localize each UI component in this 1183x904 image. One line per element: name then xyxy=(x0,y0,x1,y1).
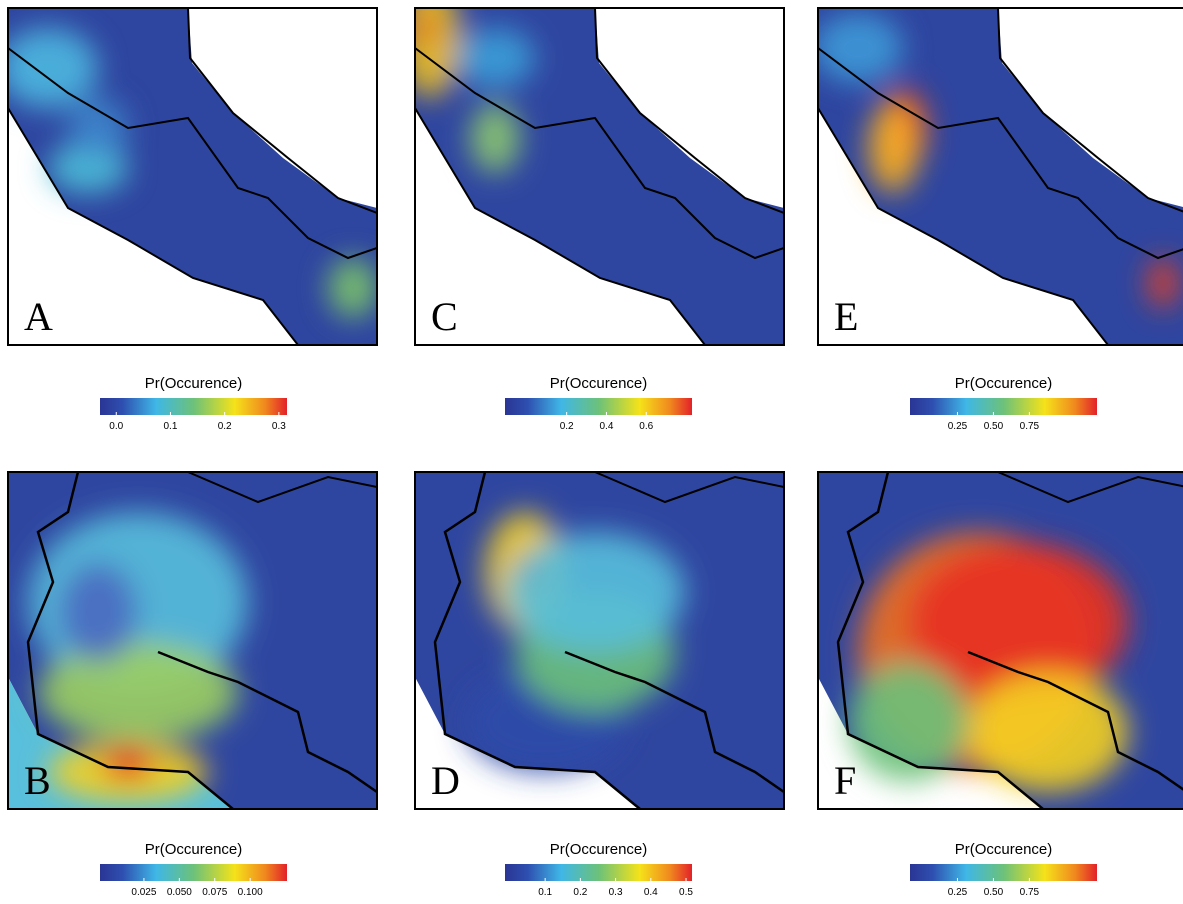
colorbar-tick-label: 0.100 xyxy=(238,887,263,898)
colorbar-tick-label: 0.5 xyxy=(679,887,693,898)
figure: A Pr(Occurence) 0.0 0.1 0.2 0.3 C Pr(Occurence)… xyxy=(0,0,1183,904)
panel-label: F xyxy=(834,758,856,803)
surface-blob xyxy=(470,103,520,173)
colorbar-title: Pr(Occurence) xyxy=(550,841,648,858)
colorbar-title: Pr(Occurence) xyxy=(550,375,648,392)
colorbar-title: Pr(Occurence) xyxy=(955,841,1053,858)
colorbar-tick-label: 0.50 xyxy=(984,421,1004,432)
colorbar xyxy=(100,864,287,881)
colorbar-tick-label: 0.4 xyxy=(644,887,658,898)
surface-blob xyxy=(0,28,98,108)
colorbar-title: Pr(Occurence) xyxy=(145,841,243,858)
panel-label: A xyxy=(24,294,53,339)
colorbar-tick-label: 0.2 xyxy=(573,887,587,898)
surface-blob xyxy=(1148,258,1178,308)
surface-blob xyxy=(455,28,535,88)
map-panel: A xyxy=(0,8,378,345)
colorbar-tick-label: 0.75 xyxy=(1020,421,1040,432)
map-panel: D xyxy=(415,472,784,809)
colorbar-tick-label: 0.2 xyxy=(218,421,232,432)
colorbar xyxy=(100,398,287,415)
colorbar-tick-label: 0.3 xyxy=(609,887,623,898)
colorbar-tick-label: 0.50 xyxy=(984,887,1004,898)
surface-blob xyxy=(813,13,903,83)
map-content xyxy=(818,472,1183,809)
panel-label: D xyxy=(431,758,460,803)
colorbar-tick-label: 0.0 xyxy=(109,421,123,432)
colorbar xyxy=(910,398,1097,415)
surface-blob xyxy=(848,662,968,782)
surface-blob xyxy=(968,672,1128,792)
surface-blob xyxy=(505,532,685,652)
colorbar-tick-label: 0.075 xyxy=(202,887,227,898)
colorbar-tick-label: 0.025 xyxy=(131,887,156,898)
colorbar xyxy=(910,864,1097,881)
map-content xyxy=(813,8,1183,345)
panel-label: C xyxy=(431,294,458,339)
map-content xyxy=(0,8,378,345)
surface-blob xyxy=(38,642,238,742)
map-panel: E xyxy=(813,8,1183,345)
surface-blob xyxy=(868,103,918,193)
colorbar-title: Pr(Occurence) xyxy=(145,375,243,392)
colorbar-tick-label: 0.1 xyxy=(164,421,178,432)
surface-blob xyxy=(415,13,435,43)
panel-label: E xyxy=(834,294,858,339)
colorbar-tick-label: 0.4 xyxy=(600,421,614,432)
map-panel: C xyxy=(400,0,784,345)
map-content xyxy=(415,472,784,809)
surface-blob xyxy=(68,98,128,158)
colorbar-tick-label: 0.25 xyxy=(948,887,968,898)
colorbar-tick-label: 0.2 xyxy=(560,421,574,432)
panel-label: B xyxy=(24,758,51,803)
colorbar-tick-label: 0.25 xyxy=(948,421,968,432)
colorbar-title: Pr(Occurence) xyxy=(955,375,1053,392)
colorbar-tick-label: 0.75 xyxy=(1020,887,1040,898)
colorbar-tick-label: 0.050 xyxy=(167,887,192,898)
colorbar-tick-label: 0.3 xyxy=(272,421,286,432)
colorbar-tick-label: 0.1 xyxy=(538,887,552,898)
map-panel: F xyxy=(818,472,1183,809)
map-panel: B xyxy=(8,472,377,809)
surface-blob xyxy=(103,744,153,780)
colorbar xyxy=(505,864,692,881)
colorbar-tick-label: 0.6 xyxy=(639,421,653,432)
map-content xyxy=(8,472,377,809)
colorbar xyxy=(505,398,692,415)
surface-blob xyxy=(328,258,378,318)
surface-blob xyxy=(58,562,138,662)
